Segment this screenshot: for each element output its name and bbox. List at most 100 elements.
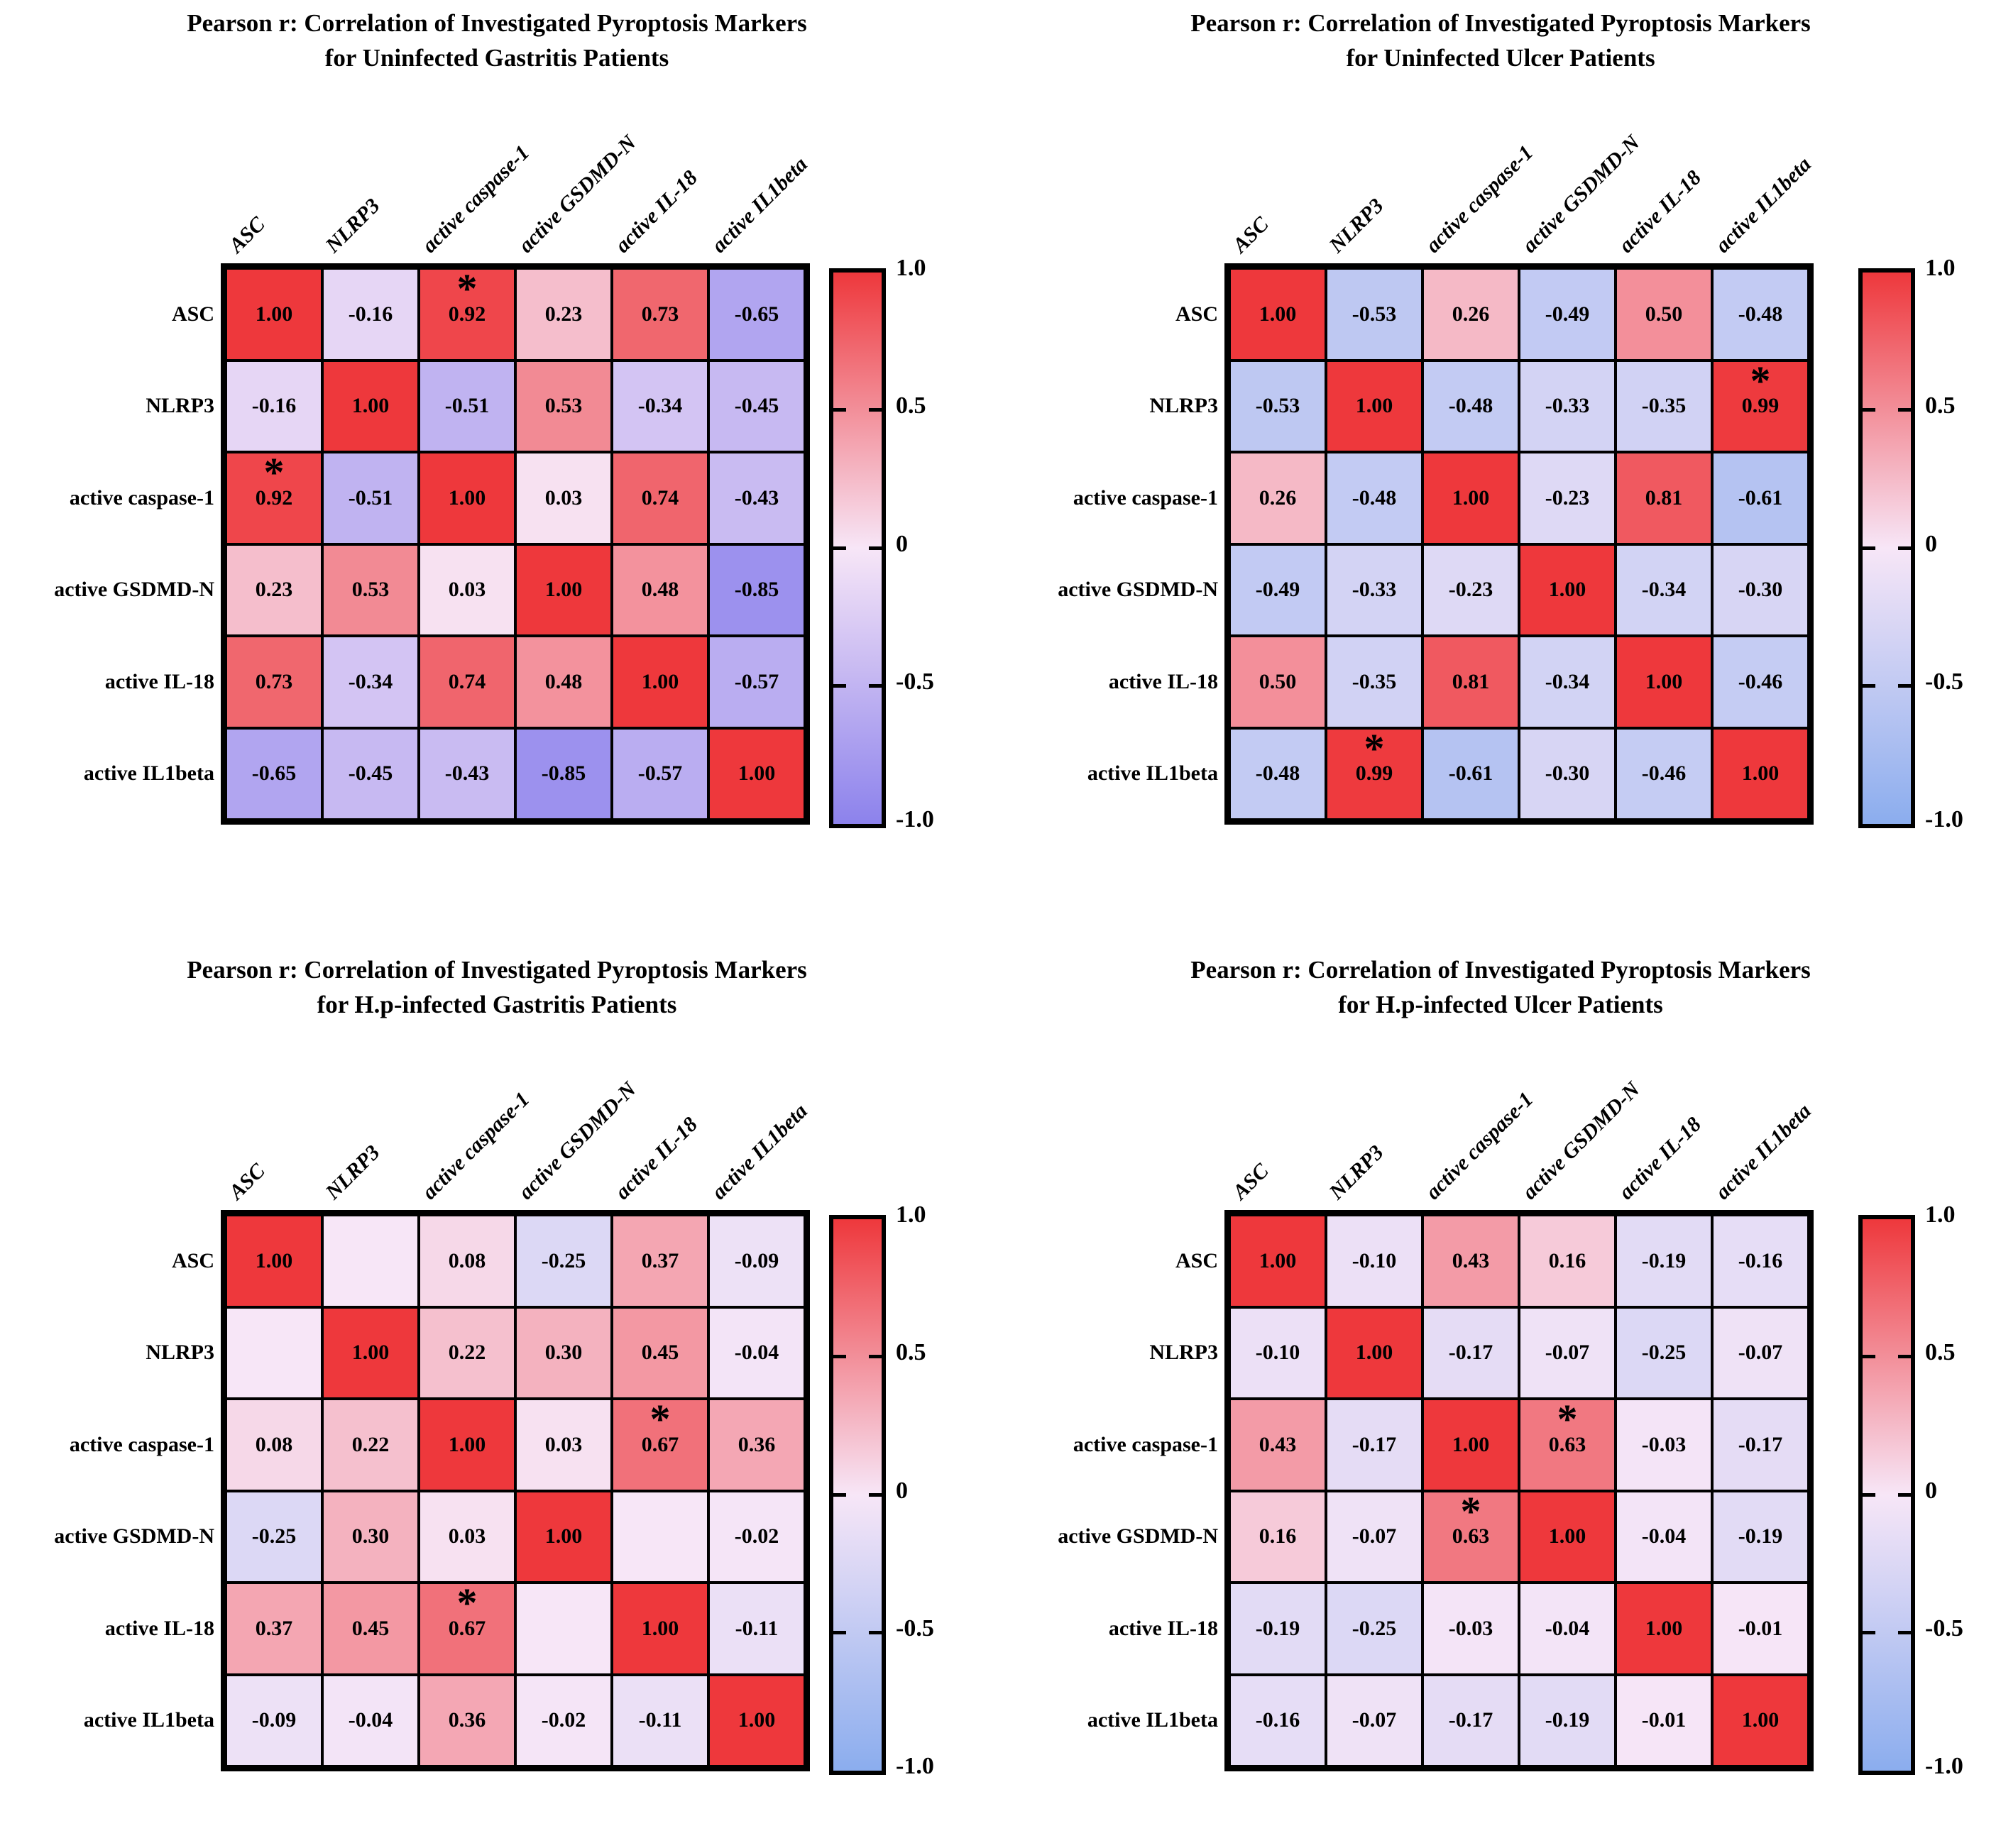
colorbar-tick-label-1.0: 1.0 — [896, 1201, 926, 1228]
cell-value: -0.17 — [1352, 1432, 1397, 1456]
cell-active-gsdmd-n-x-nlrp3: -0.07 — [1326, 1490, 1422, 1583]
colorbar-tick-label--0.5: -0.5 — [896, 1615, 934, 1641]
cell-active-gsdmd-n-x-active-il-18: -0.04 — [1616, 1490, 1712, 1583]
col-label-active-il-18: active IL-18 — [1614, 165, 1706, 258]
cell-asc-x-asc: 1.00 — [226, 1215, 322, 1307]
colorbar-tick-mark — [869, 1630, 882, 1634]
cell-active-il-18-x-active-il-18: 1.00 — [1616, 636, 1712, 728]
cell-value: -0.09 — [734, 1248, 779, 1272]
cell-nlrp3-x-active-gsdmd-n: 0.53 — [515, 360, 612, 452]
cell-value: 0.16 — [1259, 1524, 1297, 1549]
row-label-active-il-18: active IL-18 — [104, 669, 214, 693]
colorbar-tick-label-1.0: 1.0 — [1925, 1201, 1956, 1228]
cell-active-il1beta-x-active-il1beta: 1.00 — [708, 727, 805, 820]
cell-value: 1.00 — [255, 302, 293, 326]
cell-value: -0.09 — [251, 1708, 297, 1732]
col-label-active-il-18: active IL-18 — [610, 1112, 703, 1204]
cell-value: 0.48 — [544, 669, 583, 693]
cell-value: 0.43 — [1259, 1432, 1297, 1456]
cell-value: -0.25 — [541, 1248, 586, 1272]
colorbar-tick-label--0.5: -0.5 — [896, 668, 934, 695]
cell-value: -0.10 — [1352, 1248, 1397, 1272]
cell-value: 0.73 — [255, 669, 293, 693]
cell-nlrp3-x-active-il1beta: -0.45 — [708, 360, 805, 452]
cell-value: 1.00 — [738, 1708, 776, 1732]
cell-value: 0.30 — [351, 1524, 390, 1549]
col-label-active-il1beta: active IL1beta — [707, 152, 812, 258]
cell-active-gsdmd-n-x-active-il-18 — [612, 1490, 708, 1583]
cell-active-gsdmd-n-x-active-gsdmd-n: 1.00 — [515, 1490, 612, 1583]
cell-value: -0.65 — [251, 761, 297, 786]
cell-value: 1.00 — [1645, 1616, 1683, 1640]
cell-active-il1beta-x-asc: -0.09 — [226, 1674, 322, 1766]
cell-active-il-18-x-active-gsdmd-n — [515, 1583, 612, 1675]
cell-value: 1.00 — [1741, 1708, 1780, 1732]
cell-value: -0.04 — [1545, 1616, 1590, 1640]
cell-value: -0.34 — [637, 394, 683, 418]
cell-active-il1beta-x-asc: -0.65 — [226, 727, 322, 820]
cell-value: -0.11 — [638, 1708, 682, 1732]
cell-nlrp3-x-active-il-18: 0.45 — [612, 1307, 708, 1399]
cell-active-caspase-1-x-asc: 0.92 * — [226, 452, 322, 544]
cell-nlrp3-x-active-il1beta: -0.04 — [708, 1307, 805, 1399]
significance-asterisk: * — [1750, 357, 1771, 404]
cell-active-caspase-1-x-active-il1beta: 0.36 — [708, 1399, 805, 1491]
cell-value: 0.36 — [448, 1708, 486, 1732]
colorbar-tick-label--1.0: -1.0 — [896, 806, 934, 832]
cell-value: -0.33 — [1352, 578, 1397, 602]
cell-active-il1beta-x-active-il1beta: 1.00 — [708, 1674, 805, 1766]
panel-uninfected-gastritis: Pearson r: Correlation of Investigated P… — [0, 0, 1000, 901]
cell-value: 1.00 — [448, 485, 486, 510]
row-label-asc: ASC — [171, 1248, 214, 1272]
colorbar-tick-label-1.0: 1.0 — [1925, 255, 1956, 281]
cell-value: 1.00 — [641, 1616, 679, 1640]
cell-value: -0.45 — [734, 394, 779, 418]
cell-value: -0.01 — [1738, 1616, 1783, 1640]
cell-nlrp3-x-nlrp3: 1.00 — [1326, 1307, 1422, 1399]
cell-value: -0.48 — [1448, 394, 1493, 418]
cell-value: 1.00 — [1645, 669, 1683, 693]
cell-active-il-18-x-active-il1beta: -0.57 — [708, 636, 805, 728]
colorbar-tick-mark — [869, 546, 882, 550]
cell-value: -0.04 — [734, 1341, 779, 1365]
cell-value: 1.00 — [1548, 578, 1586, 602]
cell-active-gsdmd-n-x-active-gsdmd-n: 1.00 — [515, 544, 612, 636]
cell-nlrp3-x-active-gsdmd-n: -0.33 — [1519, 360, 1616, 452]
cell-value: -0.23 — [1448, 578, 1493, 602]
row-label-nlrp3: NLRP3 — [146, 1341, 214, 1365]
colorbar-tick-mark — [833, 408, 846, 412]
cell-asc-x-active-caspase-1: 0.43 — [1422, 1215, 1519, 1307]
colorbar-tick-mark — [869, 408, 882, 412]
cell-value: -0.07 — [1352, 1524, 1397, 1549]
row-label-asc: ASC — [1175, 1248, 1218, 1272]
colorbar-tick-mark — [1898, 546, 1911, 550]
cell-active-il1beta-x-nlrp3: 0.99 * — [1326, 725, 1422, 820]
cell-value: -0.57 — [734, 669, 779, 693]
col-label-nlrp3: NLRP3 — [1325, 194, 1388, 258]
colorbar-tick-label-0: 0 — [1925, 1477, 1937, 1504]
cell-nlrp3-x-active-il-18: -0.35 — [1616, 360, 1712, 452]
cell-active-il-18-x-active-caspase-1: -0.03 — [1422, 1583, 1519, 1675]
cell-active-caspase-1-x-nlrp3: -0.48 — [1326, 452, 1422, 544]
cell-active-il1beta-x-active-il-18: -0.11 — [612, 1674, 708, 1766]
cell-value: 1.00 — [1355, 394, 1393, 418]
col-label-active-il-18: active IL-18 — [1614, 1112, 1706, 1204]
cell-value: -0.57 — [637, 761, 683, 786]
cell-active-gsdmd-n-x-active-caspase-1: 0.03 — [419, 1490, 515, 1583]
cell-active-il1beta-x-nlrp3: -0.45 — [322, 727, 419, 820]
chart-title: Pearson r: Correlation of Investigated P… — [0, 6, 994, 75]
colorbar-tick-label--0.5: -0.5 — [1925, 1615, 1963, 1641]
significance-asterisk: * — [1364, 725, 1385, 771]
cell-active-caspase-1-x-active-gsdmd-n: 0.03 — [515, 1399, 612, 1491]
cell-active-il1beta-x-active-il-18: -0.57 — [612, 727, 708, 820]
cell-value: 0.26 — [1259, 485, 1297, 510]
cell-active-gsdmd-n-x-asc: 0.23 — [226, 544, 322, 636]
cell-value: -0.48 — [1255, 761, 1300, 786]
cell-value: -0.25 — [1641, 1341, 1687, 1365]
cell-value: 0.23 — [255, 578, 293, 602]
cell-value: 0.53 — [544, 394, 583, 418]
cell-active-il1beta-x-active-caspase-1: -0.43 — [419, 727, 515, 820]
cell-active-caspase-1-x-active-caspase-1: 1.00 — [1422, 1399, 1519, 1491]
cell-active-il1beta-x-nlrp3: -0.04 — [322, 1674, 419, 1766]
cell-value: 0.99 — [1355, 761, 1393, 786]
